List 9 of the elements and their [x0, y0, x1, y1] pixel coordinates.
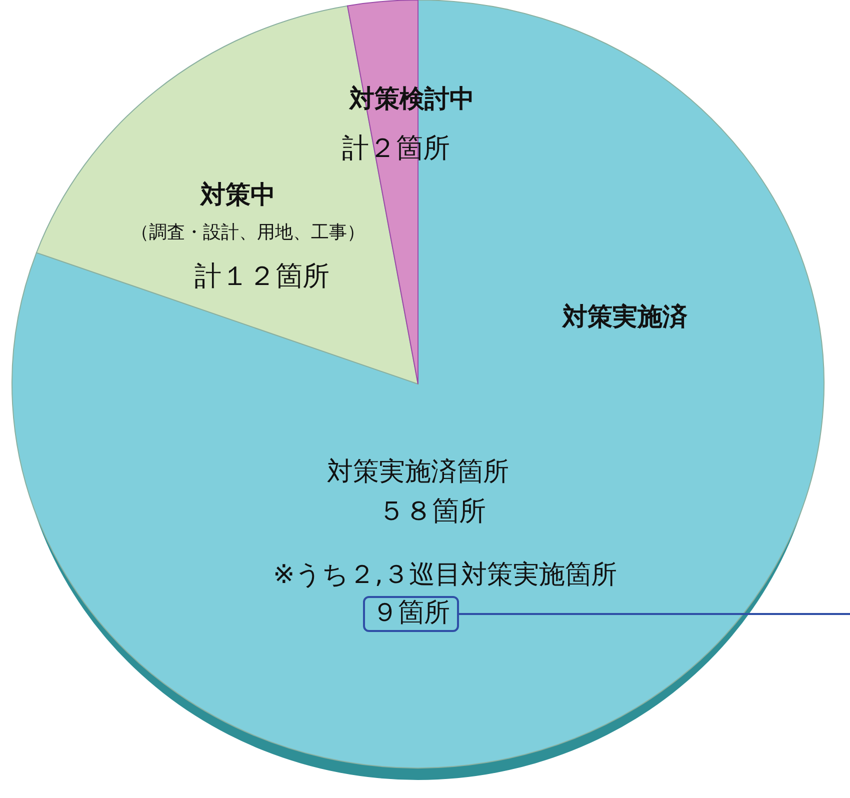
text: ９箇所	[372, 598, 450, 628]
slice-label: 対策実施済	[562, 302, 688, 331]
text: 対策実施済箇所	[327, 457, 509, 487]
text: ※うち２,３巡目対策実施箇所	[272, 560, 618, 590]
data-label: ５８箇所	[378, 496, 486, 527]
data-label: 計１２箇所	[194, 261, 330, 292]
slice-label: 対策中	[200, 180, 276, 209]
text: （調査・設計、用地、工事）	[131, 222, 365, 243]
data-label: 計２箇所	[342, 133, 450, 164]
